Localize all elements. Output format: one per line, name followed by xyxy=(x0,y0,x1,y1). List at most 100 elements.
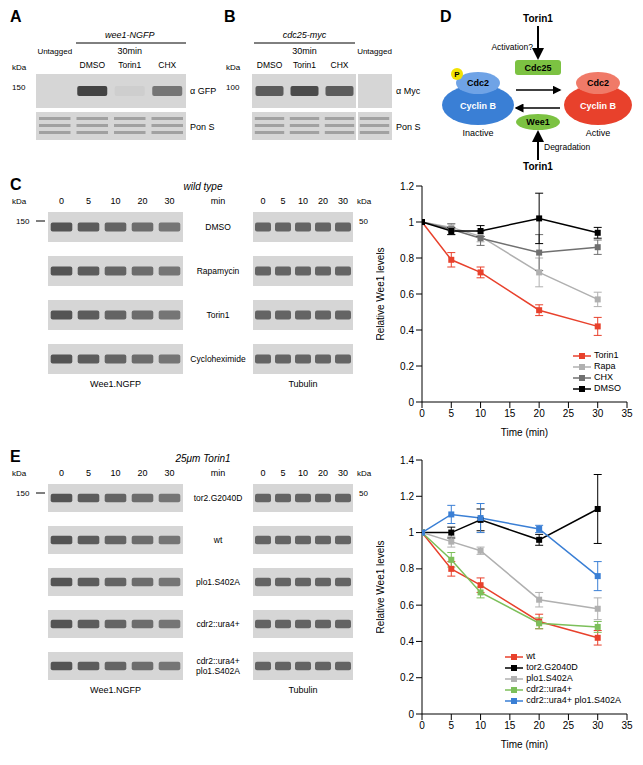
svg-text:0.6: 0.6 xyxy=(400,600,414,611)
svg-text:kDa: kDa xyxy=(12,469,27,478)
svg-text:Active: Active xyxy=(586,128,611,138)
svg-text:30min: 30min xyxy=(117,46,142,56)
svg-text:Pon S: Pon S xyxy=(396,122,421,132)
svg-text:Torin1: Torin1 xyxy=(118,60,141,70)
svg-text:Tubulin: Tubulin xyxy=(288,379,317,389)
svg-text:1.2: 1.2 xyxy=(400,181,414,192)
svg-text:kDa: kDa xyxy=(12,197,27,206)
svg-text:α Myc: α Myc xyxy=(396,86,421,96)
svg-text:30: 30 xyxy=(592,408,604,419)
svg-text:0: 0 xyxy=(419,720,425,731)
svg-text:Wee1.NGFP: Wee1.NGFP xyxy=(90,685,141,695)
svg-text:1: 1 xyxy=(408,217,414,228)
svg-text:15: 15 xyxy=(504,408,516,419)
svg-text:5: 5 xyxy=(449,408,455,419)
svg-text:35: 35 xyxy=(621,408,633,419)
svg-text:1.2: 1.2 xyxy=(400,491,414,502)
svg-text:Inactive: Inactive xyxy=(462,128,493,138)
svg-text:kDa: kDa xyxy=(226,63,241,72)
svg-text:25: 25 xyxy=(563,720,575,731)
svg-text:α GFP: α GFP xyxy=(190,86,216,96)
svg-text:E: E xyxy=(10,448,21,465)
svg-text:0.8: 0.8 xyxy=(400,563,414,574)
svg-text:Cyclin B: Cyclin B xyxy=(580,101,617,111)
svg-text:10: 10 xyxy=(475,720,487,731)
svg-text:20: 20 xyxy=(318,468,328,478)
svg-text:Wee1.NGFP: Wee1.NGFP xyxy=(90,379,141,389)
svg-text:B: B xyxy=(224,8,236,25)
svg-text:25μm Torin1: 25μm Torin1 xyxy=(174,453,230,464)
svg-text:0: 0 xyxy=(260,468,265,478)
svg-text:P: P xyxy=(454,70,460,79)
svg-text:5: 5 xyxy=(280,468,285,478)
svg-text:0.4: 0.4 xyxy=(400,325,414,336)
svg-text:Rapamycin: Rapamycin xyxy=(197,266,240,276)
svg-text:0.2: 0.2 xyxy=(400,361,414,372)
svg-text:Cdc2: Cdc2 xyxy=(467,78,489,88)
svg-text:DMSO: DMSO xyxy=(80,60,106,70)
svg-text:30: 30 xyxy=(338,468,348,478)
svg-text:A: A xyxy=(10,8,22,25)
svg-text:min: min xyxy=(211,468,226,478)
svg-text:30: 30 xyxy=(338,196,348,206)
svg-text:tor2.G2040D: tor2.G2040D xyxy=(194,493,243,503)
svg-text:Torin1: Torin1 xyxy=(206,310,229,320)
svg-text:kDa: kDa xyxy=(357,197,372,206)
svg-text:150: 150 xyxy=(16,489,30,498)
svg-text:Relative Wee1 levels: Relative Wee1 levels xyxy=(376,540,386,633)
svg-text:cdc25-myc: cdc25-myc xyxy=(283,30,327,40)
svg-text:Cyclin B: Cyclin B xyxy=(460,101,497,111)
svg-text:wee1-NGFP: wee1-NGFP xyxy=(105,30,155,40)
svg-text:35: 35 xyxy=(621,720,633,731)
svg-text:Tubulin: Tubulin xyxy=(288,685,317,695)
svg-text:kDa: kDa xyxy=(357,469,372,478)
svg-text:CHX: CHX xyxy=(158,60,176,70)
svg-text:15: 15 xyxy=(504,720,516,731)
svg-text:Time (min): Time (min) xyxy=(501,739,548,750)
svg-text:Cdc2: Cdc2 xyxy=(587,78,609,88)
svg-text:50: 50 xyxy=(359,217,368,226)
svg-text:0.8: 0.8 xyxy=(400,253,414,264)
svg-text:wt: wt xyxy=(213,535,223,545)
svg-text:0: 0 xyxy=(419,408,425,419)
svg-text:50: 50 xyxy=(359,489,368,498)
svg-text:25: 25 xyxy=(563,408,575,419)
svg-text:150: 150 xyxy=(16,217,30,226)
svg-text:Wee1: Wee1 xyxy=(526,117,549,127)
svg-text:10: 10 xyxy=(475,408,487,419)
svg-text:20: 20 xyxy=(137,468,147,478)
svg-text:kDa: kDa xyxy=(12,63,27,72)
svg-text:DMSO: DMSO xyxy=(205,222,231,232)
svg-text:Cdc25: Cdc25 xyxy=(524,63,551,73)
svg-text:C: C xyxy=(10,176,22,193)
svg-text:0: 0 xyxy=(408,709,414,720)
svg-text:Torin1: Torin1 xyxy=(523,161,553,172)
svg-text:20: 20 xyxy=(534,408,546,419)
svg-text:0: 0 xyxy=(59,196,64,206)
svg-text:1.4: 1.4 xyxy=(400,455,414,466)
svg-text:0: 0 xyxy=(59,468,64,478)
svg-text:10: 10 xyxy=(110,196,120,206)
svg-text:plo1.S402A: plo1.S402A xyxy=(196,577,240,587)
svg-text:0.2: 0.2 xyxy=(400,672,414,683)
svg-text:Torin1: Torin1 xyxy=(523,13,553,24)
svg-text:cdr2::ura4+: cdr2::ura4+ xyxy=(196,619,239,629)
svg-text:30: 30 xyxy=(164,196,174,206)
svg-text:Relative Wee1 levels: Relative Wee1 levels xyxy=(376,247,386,340)
svg-text:CHX: CHX xyxy=(331,60,349,70)
svg-text:Degradation: Degradation xyxy=(544,142,591,152)
svg-text:Cycloheximide: Cycloheximide xyxy=(190,354,246,364)
svg-text:30: 30 xyxy=(164,468,174,478)
svg-text:10: 10 xyxy=(298,468,308,478)
svg-text:30: 30 xyxy=(592,720,604,731)
svg-text:Pon S: Pon S xyxy=(190,122,215,132)
svg-text:DMSO: DMSO xyxy=(257,60,283,70)
svg-text:min: min xyxy=(211,196,226,206)
svg-text:Activation?: Activation? xyxy=(491,42,533,52)
svg-text:150: 150 xyxy=(12,83,26,92)
svg-text:10: 10 xyxy=(110,468,120,478)
svg-text:20: 20 xyxy=(534,720,546,731)
svg-text:0: 0 xyxy=(408,397,414,408)
svg-text:20: 20 xyxy=(137,196,147,206)
svg-text:5: 5 xyxy=(86,468,91,478)
